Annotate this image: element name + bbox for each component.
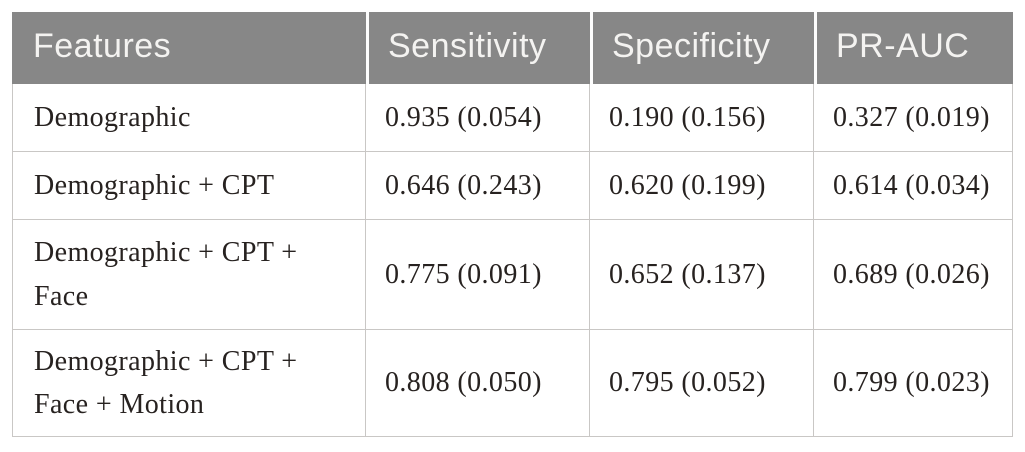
- cell-pr-auc: 0.614 (0.034): [814, 152, 1013, 220]
- cell-sensitivity: 0.808 (0.050): [366, 330, 590, 437]
- cell-features: Demographic + CPT + Face: [12, 220, 366, 330]
- table-row: Demographic + CPT + Face + Motion 0.808 …: [12, 330, 1013, 437]
- table-row: Demographic + CPT 0.646 (0.243) 0.620 (0…: [12, 152, 1013, 220]
- cell-pr-auc: 0.689 (0.026): [814, 220, 1013, 330]
- cell-features: Demographic: [12, 84, 366, 152]
- cell-pr-auc: 0.799 (0.023): [814, 330, 1013, 437]
- header-cell-specificity: Specificity: [590, 12, 814, 84]
- header-cell-pr-auc: PR-AUC: [814, 12, 1013, 84]
- cell-features: Demographic + CPT + Face + Motion: [12, 330, 366, 437]
- table-row: Demographic + CPT + Face 0.775 (0.091) 0…: [12, 220, 1013, 330]
- cell-features: Demographic + CPT: [12, 152, 366, 220]
- cell-specificity: 0.620 (0.199): [590, 152, 814, 220]
- cell-specificity: 0.652 (0.137): [590, 220, 814, 330]
- header-cell-sensitivity: Sensitivity: [366, 12, 590, 84]
- results-table: Features Sensitivity Specificity PR-AUC …: [12, 12, 1013, 437]
- cell-specificity: 0.190 (0.156): [590, 84, 814, 152]
- cell-specificity: 0.795 (0.052): [590, 330, 814, 437]
- table-row: Demographic 0.935 (0.054) 0.190 (0.156) …: [12, 84, 1013, 152]
- cell-sensitivity: 0.775 (0.091): [366, 220, 590, 330]
- cell-pr-auc: 0.327 (0.019): [814, 84, 1013, 152]
- header-row: Features Sensitivity Specificity PR-AUC: [12, 12, 1013, 84]
- cell-sensitivity: 0.646 (0.243): [366, 152, 590, 220]
- results-table-container: Features Sensitivity Specificity PR-AUC …: [12, 12, 1013, 437]
- cell-sensitivity: 0.935 (0.054): [366, 84, 590, 152]
- header-cell-features: Features: [12, 12, 366, 84]
